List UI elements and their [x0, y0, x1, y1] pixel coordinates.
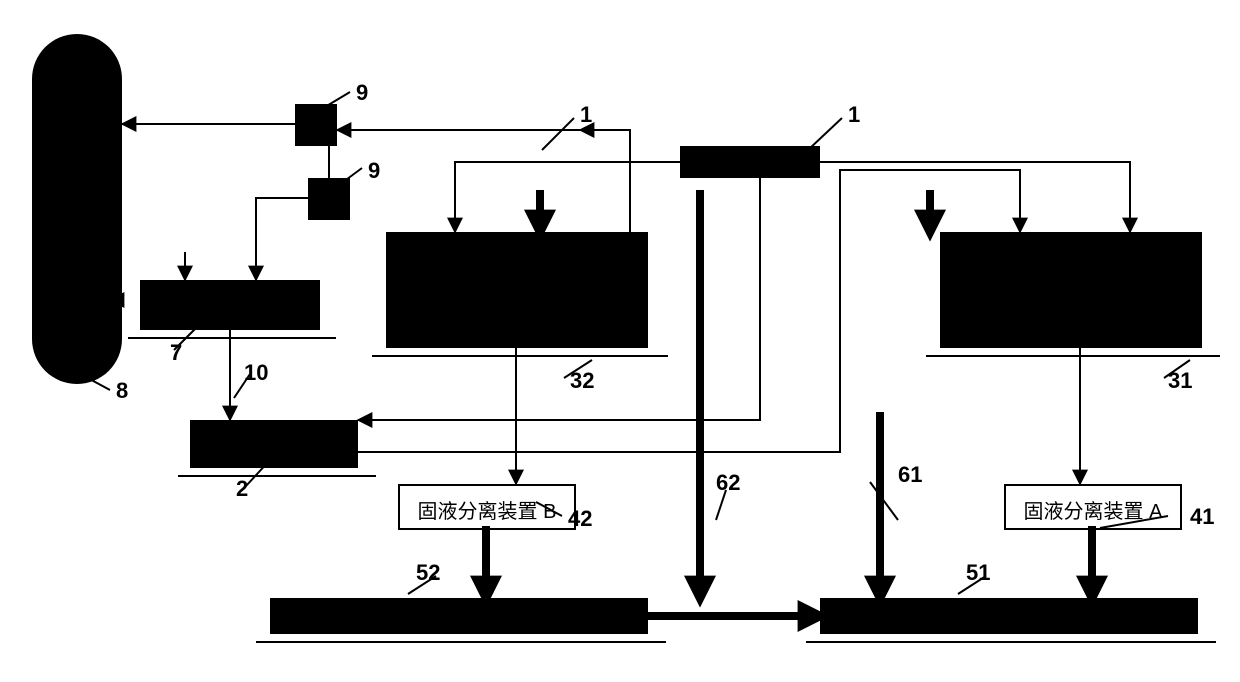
- separator-a-box: 固液分离装置 A: [1004, 484, 1182, 530]
- label-62: 62: [716, 470, 740, 496]
- shape-box-7: [140, 280, 320, 330]
- separator-b-box: 固液分离装置 B: [398, 484, 576, 530]
- shape-box-2: [190, 420, 358, 468]
- shape-pill-8: [32, 34, 122, 384]
- label-7: 7: [170, 340, 182, 366]
- separator-a-text: 固液分离装置 A: [1006, 495, 1180, 524]
- label-32: 32: [570, 368, 594, 394]
- label-51: 51: [966, 560, 990, 586]
- label-8: 8: [116, 378, 128, 404]
- label-1b: 1: [848, 102, 860, 128]
- shape-box-31: [940, 232, 1202, 348]
- label-9b: 9: [368, 158, 380, 184]
- separator-b-text: 固液分离装置 B: [400, 495, 574, 524]
- shape-box-52: [270, 598, 648, 634]
- label-42: 42: [568, 506, 592, 532]
- label-31: 31: [1168, 368, 1192, 394]
- label-61: 61: [898, 462, 922, 488]
- diagram-stage: 固液分离装置 B 固液分离装置 A 9 9 1 1 7 8 10 2 32 31…: [0, 0, 1240, 682]
- shape-box-9a: [295, 104, 337, 146]
- label-41: 41: [1190, 504, 1214, 530]
- shape-box-32: [386, 232, 648, 348]
- label-52: 52: [416, 560, 440, 586]
- label-1a: 1: [580, 102, 592, 128]
- label-9a: 9: [356, 80, 368, 106]
- shape-box-9b: [308, 178, 350, 220]
- shape-box-51: [820, 598, 1198, 634]
- label-2: 2: [236, 476, 248, 502]
- shape-box-topbar: [680, 146, 820, 178]
- label-10: 10: [244, 360, 268, 386]
